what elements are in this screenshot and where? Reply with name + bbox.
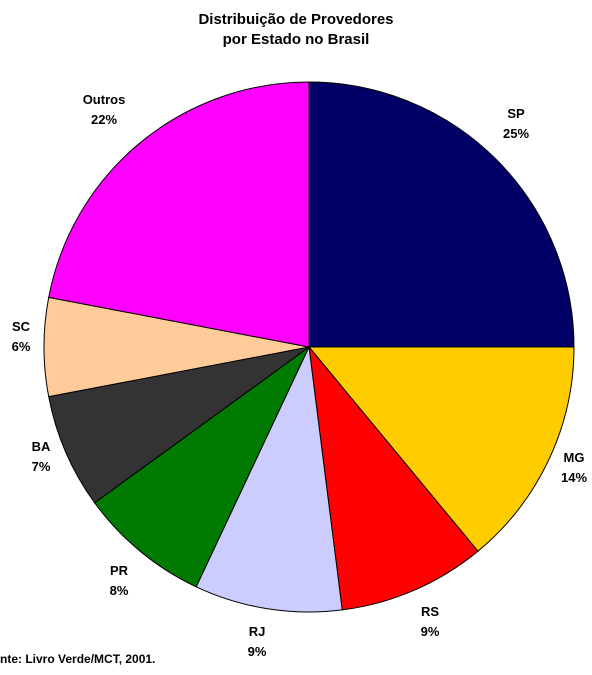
- slice-label-ba: BA: [32, 439, 51, 454]
- slice-label-sc: SC: [12, 319, 31, 334]
- pie-slice-mg: [307, 346, 575, 552]
- slice-label-sp: SP: [507, 106, 525, 121]
- slice-value-ba: 7%: [32, 459, 51, 474]
- slice-label-rj: RJ: [249, 624, 266, 639]
- slice-value-rs: 9%: [421, 624, 440, 639]
- slice-value-rj: 9%: [248, 644, 267, 659]
- slice-value-outros: 22%: [91, 112, 117, 127]
- chart-title-line-2: por Estado no Brasil: [222, 31, 370, 48]
- pie-slices: [43, 81, 575, 613]
- pie-slice-rj: [195, 345, 343, 613]
- slice-label-pr: PR: [110, 563, 129, 578]
- pie-slice-rs: [308, 345, 479, 611]
- pie-slice-outros: [48, 81, 310, 348]
- slice-label-mg: MG: [564, 450, 585, 465]
- slice-value-sp: 25%: [503, 126, 529, 141]
- chart-title-line-1: Distribuição de Provedores: [198, 11, 394, 28]
- source-note: nte: Livro Verde/MCT, 2001.: [0, 652, 156, 666]
- slice-label-outros: Outros: [83, 92, 126, 107]
- slice-label-rs: RS: [421, 604, 439, 619]
- slice-value-pr: 8%: [110, 583, 129, 598]
- slice-value-sc: 6%: [12, 339, 31, 354]
- pie-slice-pr: [93, 346, 310, 588]
- slice-value-mg: 14%: [561, 470, 587, 485]
- pie-slice-sp: [308, 81, 575, 348]
- pie-labels: SP 25% MG 14% RS 9% RJ 9% PR 8% BA 7% SC 6% Outros 22%: [12, 92, 588, 659]
- pie-slice-ba: [48, 346, 310, 504]
